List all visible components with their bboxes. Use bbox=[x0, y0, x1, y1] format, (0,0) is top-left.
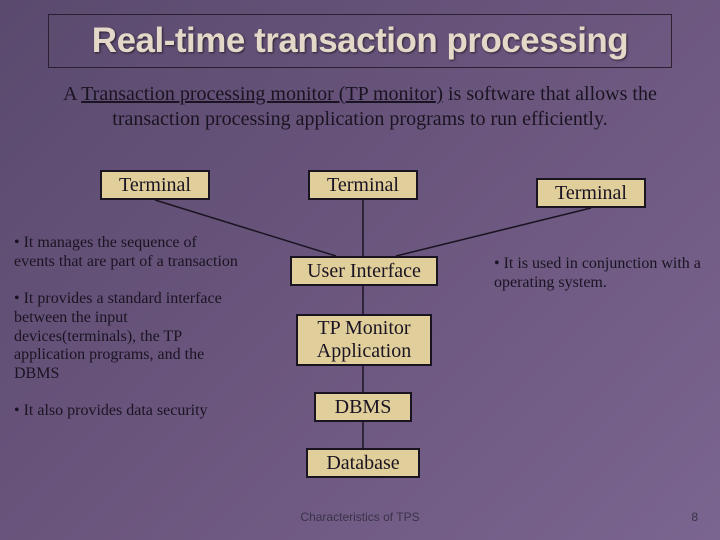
node-terminal-right: Terminal bbox=[536, 178, 646, 208]
node-label: Database bbox=[326, 452, 399, 475]
bullets-left: • It manages the sequence of events that… bbox=[14, 234, 238, 439]
slide-root: Real-time transaction processing A Trans… bbox=[0, 0, 720, 540]
bullet-left-2: • It also provides data security bbox=[14, 402, 238, 421]
node-label: Terminal bbox=[119, 174, 191, 197]
bullet-right-0: • It is used in conjunction with a opera… bbox=[494, 254, 704, 292]
footer-text: Characteristics of TPS bbox=[0, 510, 720, 524]
slide-title: Real-time transaction processing bbox=[92, 21, 628, 61]
node-label: Terminal bbox=[327, 174, 399, 197]
page-number: 8 bbox=[691, 510, 698, 524]
node-label: DBMS bbox=[335, 396, 392, 419]
node-dbms: DBMS bbox=[314, 392, 412, 422]
title-box: Real-time transaction processing bbox=[48, 14, 672, 68]
node-terminal-left: Terminal bbox=[100, 170, 210, 200]
intro-prefix: A bbox=[63, 83, 81, 105]
node-terminal-center: Terminal bbox=[308, 170, 418, 200]
node-label: TP Monitor Application bbox=[317, 317, 411, 363]
node-database: Database bbox=[306, 448, 420, 478]
node-tp-monitor: TP Monitor Application bbox=[296, 314, 432, 366]
node-label: Terminal bbox=[555, 182, 627, 205]
bullets-right: • It is used in conjunction with a opera… bbox=[494, 254, 704, 292]
intro-underlined: Transaction processing monitor (TP monit… bbox=[81, 83, 443, 105]
intro-paragraph: A Transaction processing monitor (TP mon… bbox=[40, 82, 680, 132]
node-label: User Interface bbox=[307, 260, 421, 283]
node-user-interface: User Interface bbox=[290, 256, 438, 286]
bullet-left-1: • It provides a standard interface betwe… bbox=[14, 290, 238, 384]
bullet-left-0: • It manages the sequence of events that… bbox=[14, 234, 238, 272]
